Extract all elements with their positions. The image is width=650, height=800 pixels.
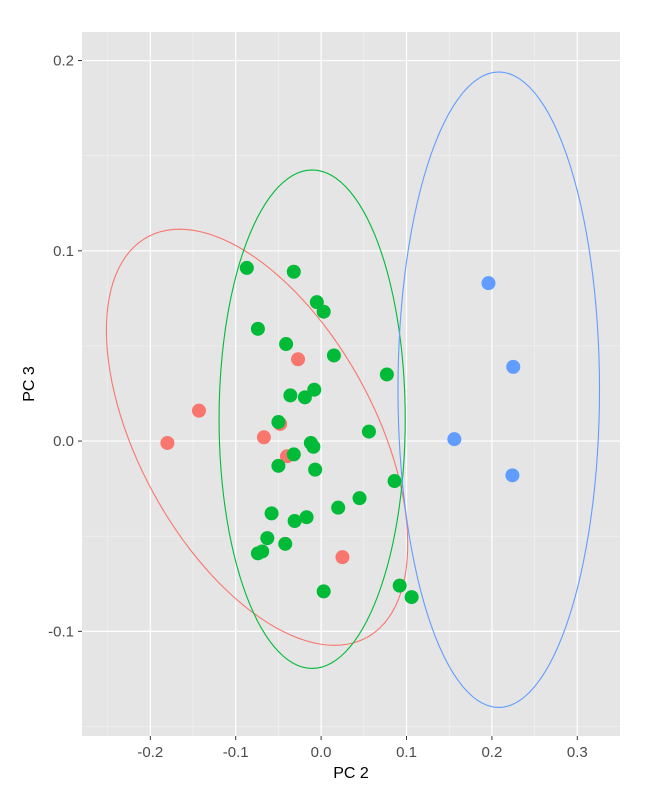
point-group-2 [306, 439, 321, 454]
point-group-3 [447, 432, 462, 447]
point-group-3 [506, 359, 521, 374]
point-group-2 [260, 531, 275, 546]
y-tick-label: 0.1 [53, 243, 74, 260]
point-group-3 [481, 276, 496, 291]
x-tick-label: 0.0 [311, 744, 332, 761]
point-group-2 [326, 348, 341, 363]
x-tick-label: 0.2 [481, 744, 502, 761]
point-group-2 [250, 321, 265, 336]
point-group-2 [271, 458, 286, 473]
ellipse-group-3 [397, 71, 601, 709]
point-group-2 [361, 424, 376, 439]
point-group-1 [291, 352, 306, 367]
x-axis-title: PC 2 [333, 765, 369, 782]
x-tick-label: -0.1 [223, 744, 249, 761]
y-tick-label: -0.1 [48, 623, 74, 640]
point-group-2 [283, 388, 298, 403]
y-axis-ticks: -0.1 0.0 0.1 0.2 [48, 53, 82, 640]
point-group-2 [278, 536, 293, 551]
point-group-2 [286, 264, 301, 279]
point-group-2 [287, 513, 302, 528]
confidence-ellipses [105, 71, 601, 709]
y-axis-title: PC 3 [21, 366, 38, 402]
ellipse-group-2 [218, 169, 406, 670]
point-group-2 [352, 491, 367, 506]
point-group-2 [264, 506, 279, 521]
point-group-2 [279, 337, 294, 352]
point-group-2 [308, 462, 323, 477]
x-tick-label: 0.1 [396, 744, 417, 761]
point-group-2 [331, 500, 346, 515]
point-group-2 [307, 382, 322, 397]
point-group-2 [297, 390, 312, 405]
point-group-2 [404, 590, 419, 605]
point-group-2 [316, 304, 331, 319]
point-group-1 [335, 550, 350, 565]
y-tick-label: 0.0 [53, 433, 74, 450]
plot-panel [82, 32, 620, 736]
point-group-3 [505, 468, 520, 483]
point-group-2 [379, 367, 394, 382]
point-group-1 [160, 435, 175, 450]
x-tick-label: 0.3 [567, 744, 588, 761]
major-gridlines [82, 32, 620, 736]
point-group-2 [286, 447, 301, 462]
point-group-1 [256, 430, 271, 445]
point-group-2 [299, 510, 314, 525]
point-group-2 [387, 474, 402, 489]
data-points [160, 260, 521, 605]
point-group-2 [392, 578, 407, 593]
point-group-2 [239, 260, 254, 275]
minor-gridlines [82, 32, 620, 736]
x-axis-ticks: -0.2 -0.1 0.0 0.1 0.2 0.3 [137, 736, 588, 761]
x-tick-label: -0.2 [137, 744, 163, 761]
point-group-2 [271, 415, 286, 430]
point-group-1 [191, 403, 206, 418]
point-group-2 [255, 544, 270, 559]
ellipse-group-1 [105, 228, 409, 646]
y-tick-label: 0.2 [53, 53, 74, 70]
point-group-2 [316, 584, 331, 599]
